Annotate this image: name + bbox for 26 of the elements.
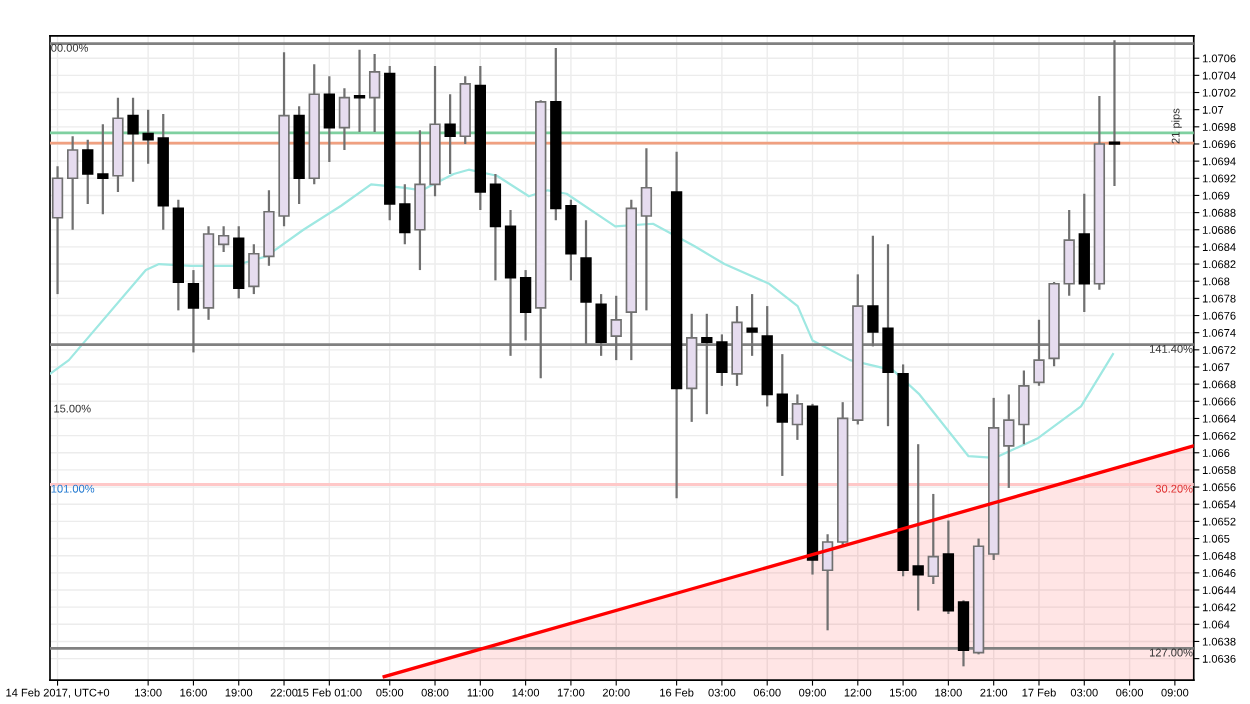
candlestick (519, 268, 532, 342)
candlestick (187, 268, 200, 354)
candlestick (1033, 318, 1045, 387)
candlestick (776, 353, 788, 478)
candlestick (912, 443, 924, 612)
line-series (50, 168, 1115, 460)
candlestick (217, 225, 230, 254)
candlestick (66, 135, 79, 231)
candlestick (640, 147, 653, 312)
candlestick (1018, 369, 1030, 446)
candlestick (595, 292, 607, 357)
candlestick (791, 393, 804, 442)
candlestick (1063, 208, 1075, 297)
candlestick (51, 165, 64, 296)
candlestick (353, 48, 366, 134)
candlestick (489, 172, 502, 282)
candlestick (610, 294, 622, 362)
candlestick (1003, 393, 1015, 490)
candlestick (323, 75, 335, 164)
candlestick (82, 138, 94, 206)
candlestick (701, 312, 713, 416)
candlestick (368, 52, 381, 134)
candlestick (338, 87, 351, 152)
candlestick (580, 219, 592, 345)
candlestick (399, 183, 411, 246)
candlestick (927, 492, 939, 586)
